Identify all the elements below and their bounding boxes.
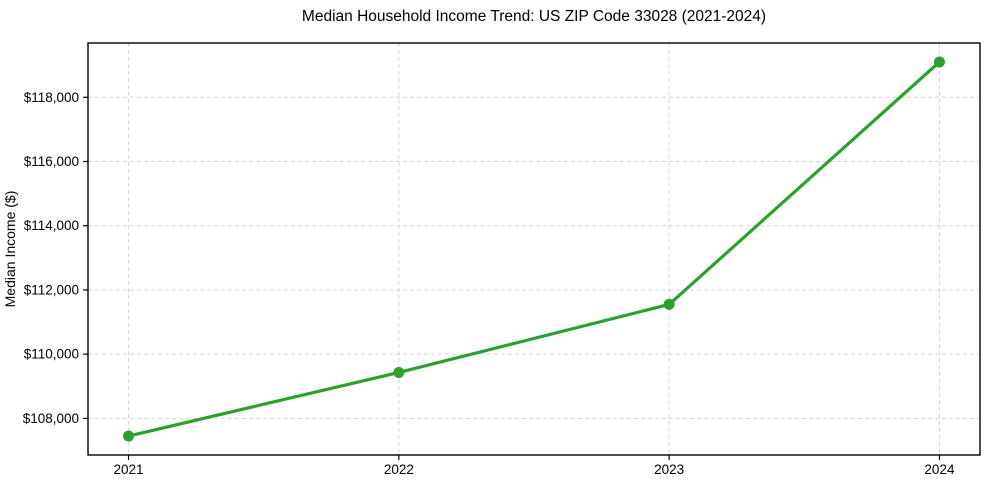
x-tick-label: 2023	[654, 462, 684, 477]
chart-title: Median Household Income Trend: US ZIP Co…	[302, 8, 766, 25]
x-tick-label: 2021	[114, 462, 144, 477]
plot-area: $108,000 $110,000 $112,000 $114,000 $116,000…	[23, 42, 981, 477]
y-axis-label: Median Income ($)	[2, 191, 18, 308]
plot-border	[87, 42, 981, 456]
x-tick-label: 2024	[924, 462, 955, 477]
data-point-2023	[663, 298, 675, 310]
y-tick-label: $114,000	[24, 218, 79, 233]
data-point-2021	[123, 430, 135, 442]
y-tick-label: $116,000	[24, 154, 79, 169]
y-tick-label: $112,000	[24, 282, 79, 297]
y-tick-label: $118,000	[24, 90, 79, 105]
data-point-2024	[933, 56, 945, 68]
y-tick-label: $110,000	[24, 347, 79, 362]
trend-line	[126, 60, 942, 438]
x-tick-label: 2022	[384, 462, 414, 477]
data-point-2022	[393, 366, 405, 378]
y-tick-label: $108,000	[23, 411, 79, 426]
